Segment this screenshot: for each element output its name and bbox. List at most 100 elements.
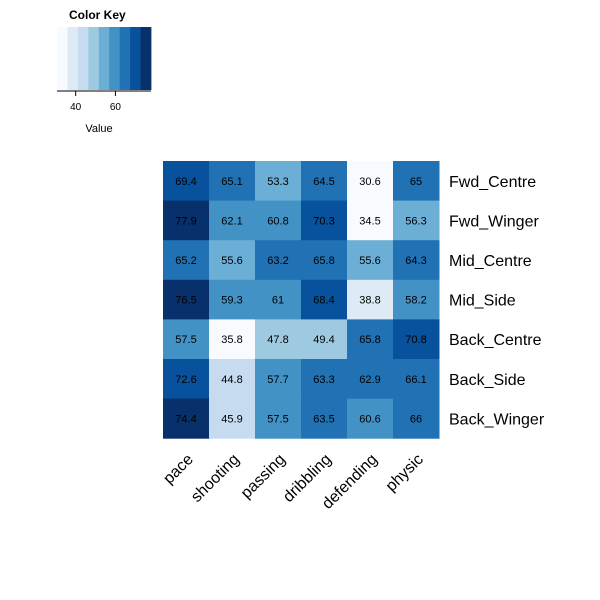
heatmap-cell <box>209 319 256 360</box>
heatmap-cell <box>301 398 348 439</box>
heatmap-cell <box>255 398 302 439</box>
cell-value-label: 55.6 <box>221 255 242 267</box>
cell-value-label: 61 <box>272 295 284 307</box>
heatmap-cell <box>255 279 302 320</box>
color-key-title: Color Key <box>69 8 126 22</box>
cell-value-label: 44.8 <box>221 374 242 386</box>
heatmap-cell <box>255 359 302 400</box>
heatmap-cell <box>255 319 302 360</box>
cell-value-label: 65.1 <box>221 176 242 188</box>
color-key-swatch <box>130 27 141 90</box>
cell-value-label: 63.5 <box>313 413 334 425</box>
row-label: Fwd_Centre <box>449 174 536 191</box>
color-key-tick-label: 60 <box>110 102 122 113</box>
heatmap-cell <box>393 398 440 439</box>
cell-value-label: 63.2 <box>267 255 288 267</box>
cell-value-label: 57.7 <box>267 374 288 386</box>
heatmap-cell <box>163 359 210 400</box>
row-labels: Fwd_Centre Fwd_Winger Mid_Centre Mid_Side Ba… <box>449 174 545 429</box>
cell-value-label: 65.8 <box>359 334 380 346</box>
heatmap-cell <box>301 359 348 400</box>
heatmap-cell <box>209 240 256 281</box>
cell-value-label: 47.8 <box>267 334 288 346</box>
cell-value-label: 57.5 <box>267 413 288 425</box>
row-label: Back_Winger <box>449 411 545 428</box>
color-key-axis-label: Value <box>85 123 112 135</box>
cell-value-label: 62.9 <box>359 374 380 386</box>
cell-value-label: 70.3 <box>313 215 334 227</box>
cell-value-label: 65 <box>410 176 422 188</box>
heatmap-cell <box>301 161 348 202</box>
heatmap-cell <box>209 398 256 439</box>
cell-value-label: 34.5 <box>359 215 380 227</box>
heatmap-cell <box>347 398 394 439</box>
heatmap-cell <box>347 279 394 320</box>
cell-value-label: 59.3 <box>221 295 242 307</box>
heatmap-cell <box>209 200 256 241</box>
cell-value-label: 72.6 <box>175 374 196 386</box>
color-key-swatch <box>119 27 131 90</box>
cell-value-label: 69.4 <box>175 176 196 188</box>
row-label: Back_Centre <box>449 332 542 349</box>
heatmap-cell <box>163 279 210 320</box>
heatmap-cell <box>209 359 256 400</box>
row-label: Fwd_Winger <box>449 213 539 230</box>
heatmap-cell <box>301 200 348 241</box>
heatmap-cell <box>301 279 348 320</box>
cell-value-label: 53.3 <box>267 176 288 188</box>
heatmap-cell <box>347 319 394 360</box>
heatmap-cell <box>393 279 440 320</box>
heatmap-cell <box>209 279 256 320</box>
cell-value-label: 45.9 <box>221 413 242 425</box>
color-key-ticks: 40 60 <box>57 90 151 113</box>
heatmap-cell <box>255 240 302 281</box>
cell-value-label: 64.5 <box>313 176 334 188</box>
heatmap-cell <box>347 200 394 241</box>
heatmap-cell <box>163 161 210 202</box>
heatmap-cell <box>301 319 348 360</box>
color-key-swatch <box>77 27 89 90</box>
color-key-swatch <box>140 27 152 90</box>
color-key: Color Key 40 60 Value <box>57 8 152 135</box>
heatmap-cell <box>163 319 210 360</box>
cell-value-label: 60.6 <box>359 413 380 425</box>
heatmap-cell <box>393 240 440 281</box>
cell-value-label: 58.2 <box>405 295 426 307</box>
cell-value-label: 76.5 <box>175 295 196 307</box>
row-label: Mid_Side <box>449 293 516 310</box>
color-key-swatch <box>109 27 121 90</box>
cell-value-label: 66 <box>410 413 422 425</box>
heatmap-cell <box>255 161 302 202</box>
heatmap-cell <box>209 161 256 202</box>
heatmap-cells: 69.4 65.1 53.3 64.5 30.6 65 77.9 62.1 60.8 70.3 34… <box>163 161 440 439</box>
cell-value-label: 65.2 <box>175 255 196 267</box>
cell-value-label: 60.8 <box>267 215 288 227</box>
cell-value-label: 68.4 <box>313 295 334 307</box>
heatmap-cell <box>393 359 440 400</box>
cell-value-label: 30.6 <box>359 176 380 188</box>
cell-value-label: 70.8 <box>405 334 426 346</box>
color-key-swatch <box>67 27 79 90</box>
cell-value-label: 57.5 <box>175 334 196 346</box>
column-label: physic <box>383 451 427 495</box>
color-key-tick-label: 40 <box>70 102 82 113</box>
row-label: Back_Side <box>449 372 526 389</box>
cell-value-label: 38.8 <box>359 295 380 307</box>
heatmap-cell <box>347 161 394 202</box>
heatmap-cell <box>393 161 440 202</box>
color-key-swatch <box>88 27 100 90</box>
heatmap-cell <box>393 319 440 360</box>
column-label: pace <box>160 451 197 488</box>
cell-value-label: 77.9 <box>175 215 196 227</box>
heatmap-cell <box>347 240 394 281</box>
cell-value-label: 56.3 <box>405 215 426 227</box>
cell-value-label: 35.8 <box>221 334 242 346</box>
cell-value-label: 74.4 <box>175 413 196 425</box>
heatmap-cell <box>347 359 394 400</box>
heatmap-cell <box>163 240 210 281</box>
heatmap-cell <box>301 240 348 281</box>
heatmap-cell <box>393 200 440 241</box>
cell-value-label: 49.4 <box>313 334 334 346</box>
row-label: Mid_Centre <box>449 253 532 270</box>
